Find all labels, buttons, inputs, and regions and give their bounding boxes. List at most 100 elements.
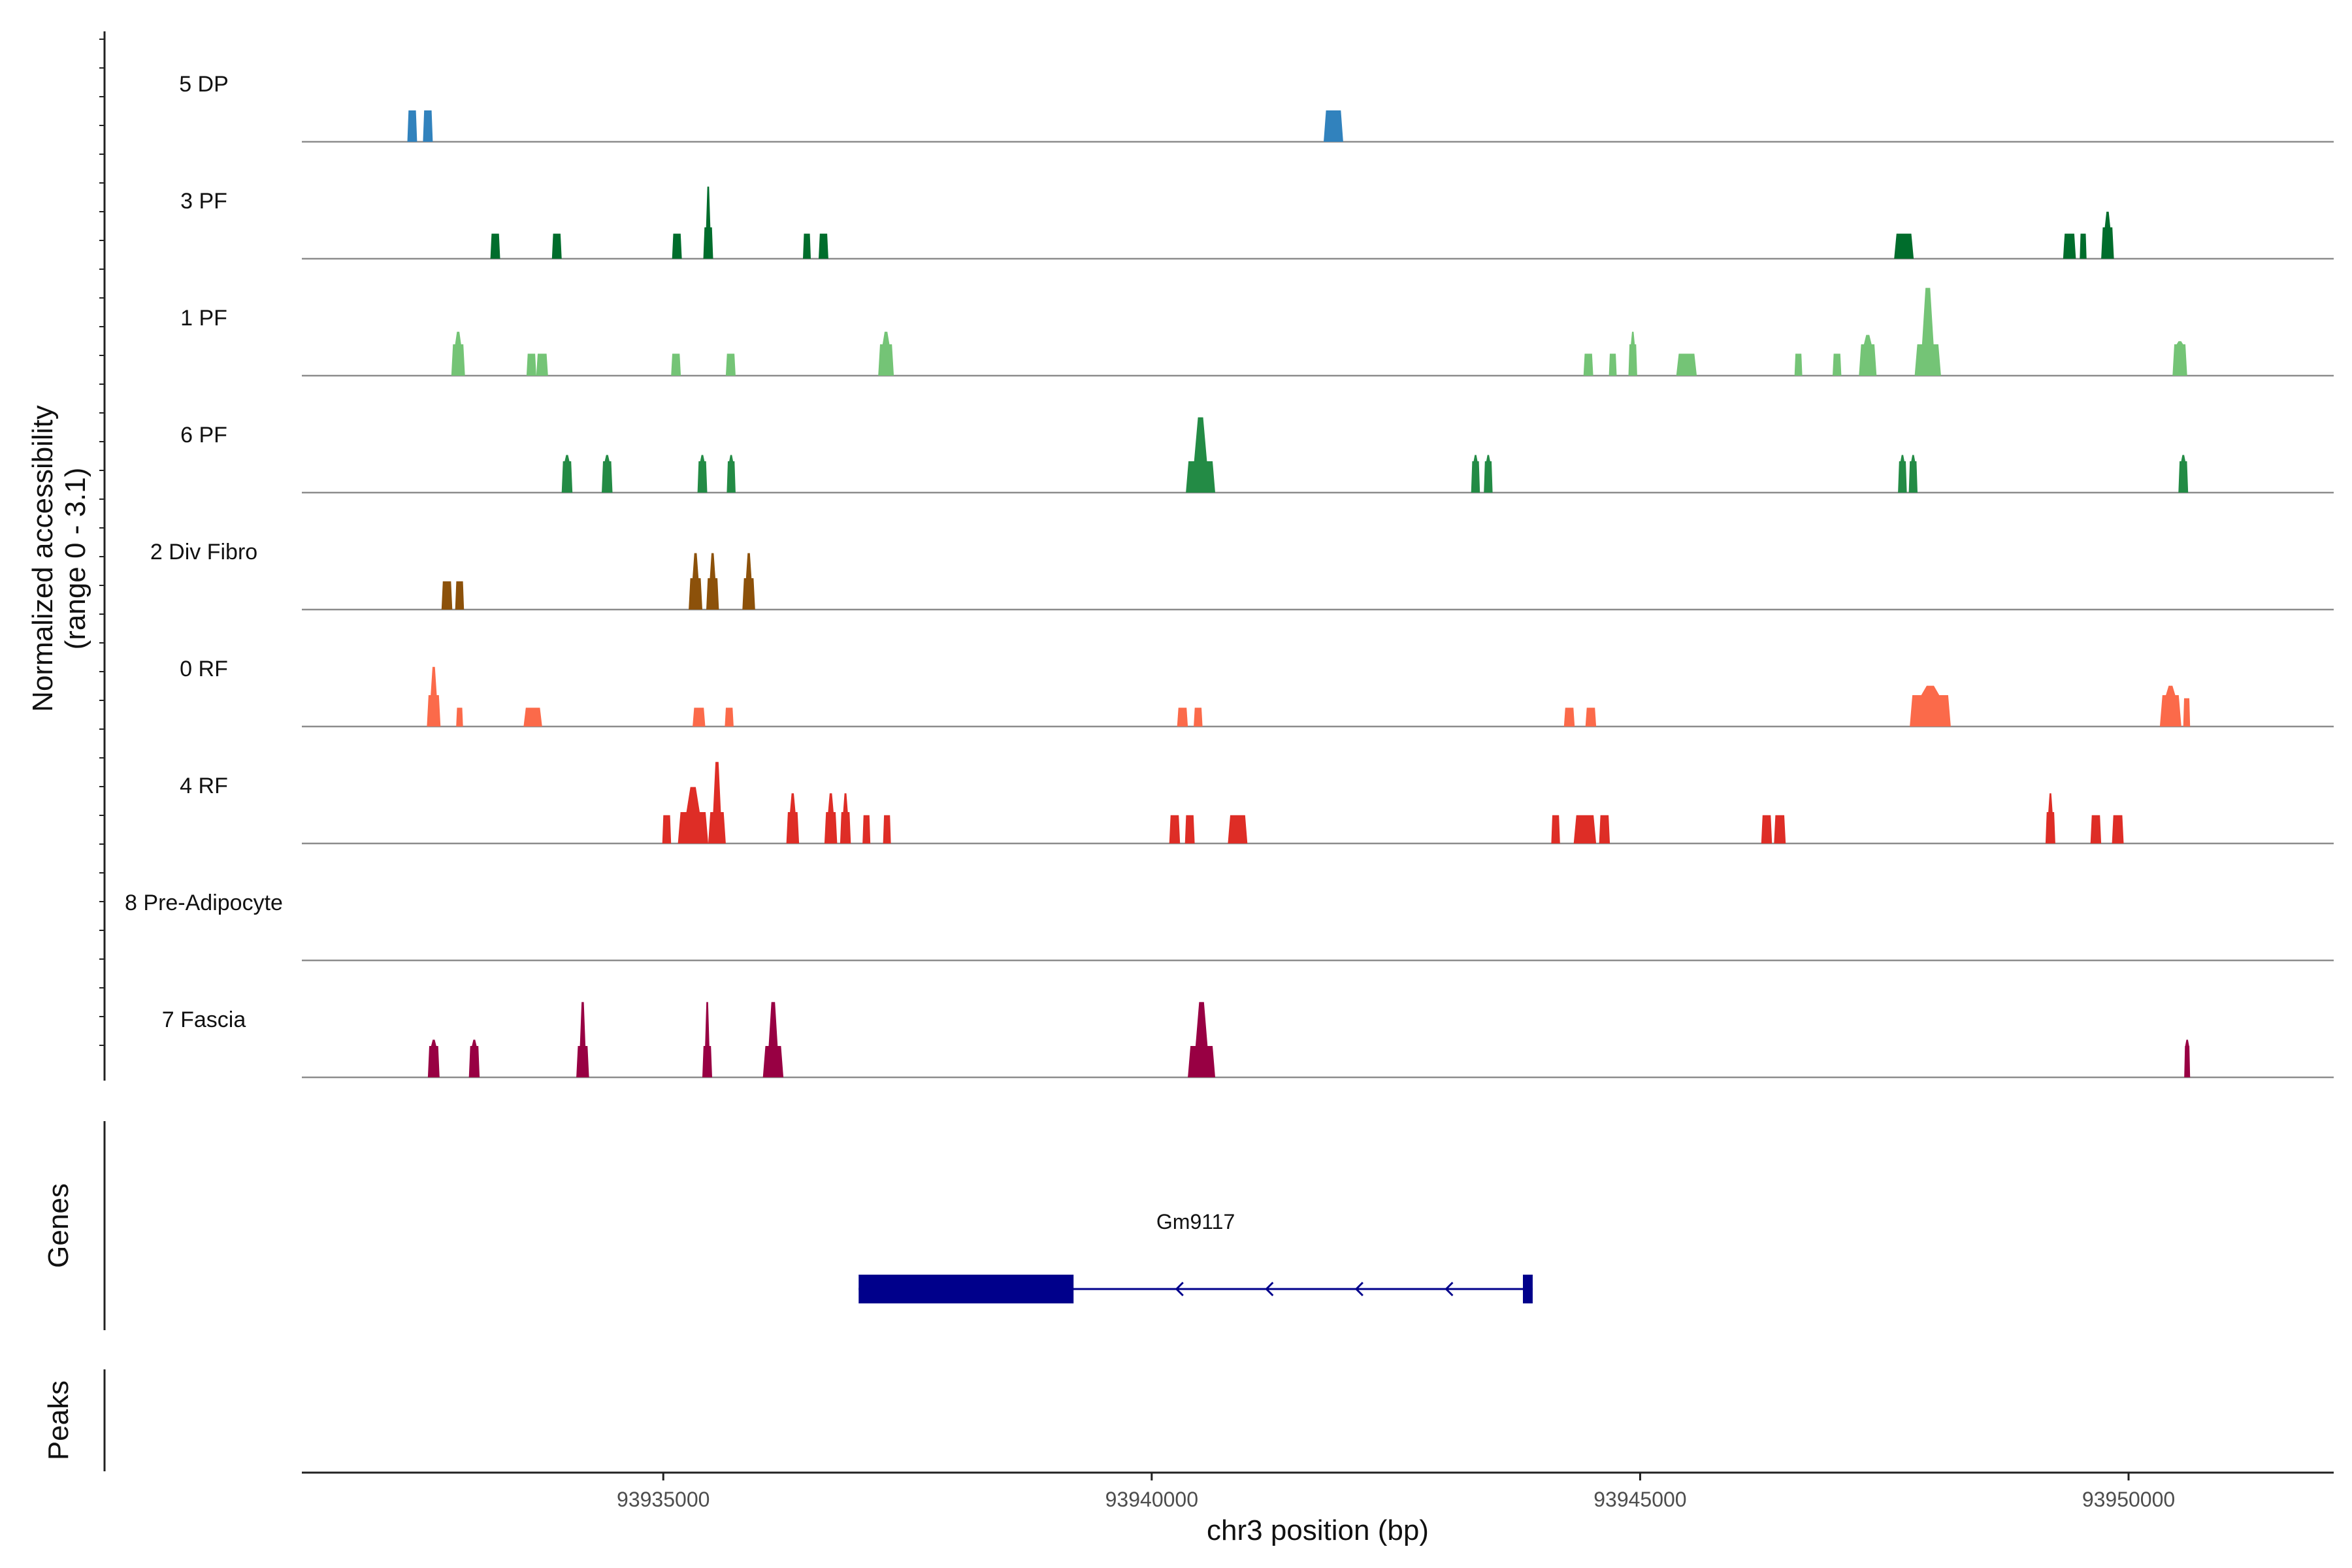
coverage-peak <box>2090 815 2102 843</box>
coverage-peak <box>1324 110 1343 142</box>
coverage-peak <box>883 815 891 843</box>
track-3-pf: 3 PF <box>180 186 2334 260</box>
coverage-peak <box>2184 1039 2191 1077</box>
coverage-peak <box>672 233 682 259</box>
track-5-dp: 5 DP <box>179 72 2334 143</box>
coverage-peak <box>1228 815 1248 843</box>
coverage-peak <box>1186 417 1215 493</box>
coverage-peak <box>523 708 542 727</box>
coverage-peak <box>1484 455 1493 493</box>
coverage-peak <box>423 110 433 142</box>
track-label: 4 RF <box>180 774 228 798</box>
coverage-peak <box>1177 708 1188 727</box>
coverage-peak <box>878 331 894 376</box>
coverage-peak <box>1859 335 1877 376</box>
coverage-peak <box>1833 353 1842 376</box>
coverage-peak <box>441 581 453 610</box>
coverage-peak <box>2112 815 2124 843</box>
coverage-peak <box>697 455 708 493</box>
gene-exon <box>858 1275 1074 1303</box>
coverage-peak <box>1914 287 1941 376</box>
coverage-tracks: 5 DP 3 PF 1 PF 6 PF 2 Div Fibro 0 RF 4 RF 8 Pre… <box>125 72 2334 1079</box>
coverage-peak <box>1898 455 1907 493</box>
x-tick-label: 93945000 <box>1593 1488 1686 1511</box>
coverage-peak <box>819 233 828 259</box>
coverage-peak <box>456 708 463 727</box>
gene-gm9117: Gm9117 <box>858 1210 1533 1303</box>
coverage-y-ticks <box>99 39 105 1046</box>
coverage-peak <box>840 793 851 843</box>
coverage-peak <box>1184 815 1195 843</box>
coverage-peak <box>561 455 573 493</box>
coverage-peak <box>742 553 755 610</box>
coverage-peak <box>762 1002 784 1077</box>
coverage-peak <box>602 455 613 493</box>
y-axis-title-line2: (range 0 - 3.1) <box>59 468 91 650</box>
coverage-peak <box>407 110 417 142</box>
coverage-peak <box>662 815 672 843</box>
x-tick-label: 93940000 <box>1105 1488 1198 1511</box>
y-axis-title-line1: Normalized accessibility <box>27 405 59 711</box>
track-6-pf: 6 PF <box>180 417 2334 494</box>
track-8-pre-adipocyte: 8 Pre-Adipocyte <box>125 890 2334 962</box>
gene-exon <box>1522 1275 1533 1303</box>
coverage-peak <box>451 331 465 376</box>
coverage-peak <box>1908 455 1918 493</box>
coverage-peak <box>1761 815 1772 843</box>
coverage-peak <box>703 186 713 259</box>
track-label: 2 Div Fibro <box>150 540 257 564</box>
coverage-peak <box>1794 353 1803 376</box>
track-label: 5 DP <box>179 72 229 97</box>
track-label: 7 Fascia <box>162 1007 246 1032</box>
peaks-panel-label: Peaks <box>42 1380 74 1460</box>
coverage-peak <box>1551 815 1560 843</box>
coverage-peak <box>671 353 681 376</box>
coverage-peak <box>1894 233 1914 259</box>
coverage-peak <box>1599 815 1610 843</box>
coverage-peak <box>2080 233 2087 259</box>
coverage-peak <box>1774 815 1786 843</box>
strand-arrow <box>1445 1281 1454 1297</box>
coverage-peak <box>2178 455 2189 493</box>
coverage-peak <box>468 1039 480 1077</box>
coverage-peak <box>455 581 465 610</box>
coverage-peak <box>1471 455 1480 493</box>
coverage-peak <box>1609 353 1617 376</box>
strand-arrow <box>1354 1281 1364 1297</box>
coverage-peak <box>1169 815 1181 843</box>
track-1-pf: 1 PF <box>180 287 2334 377</box>
coverage-peak <box>576 1002 589 1077</box>
coverage-peak <box>824 793 838 843</box>
coverage-peak <box>490 233 500 259</box>
x-tick-label: 93935000 <box>617 1488 710 1511</box>
coverage-peak <box>1910 685 1951 727</box>
track-label: 8 Pre-Adipocyte <box>125 890 283 915</box>
coverage-peak <box>1563 708 1575 727</box>
coverage-peak <box>693 708 706 727</box>
coverage-peak <box>536 353 548 376</box>
coverage-peak <box>803 233 811 259</box>
coverage-peak <box>1585 708 1597 727</box>
coverage-peak <box>2101 212 2114 259</box>
strand-arrow <box>1175 1281 1184 1297</box>
coverage-peak <box>1194 708 1203 727</box>
coverage-peak <box>427 1039 440 1077</box>
coverage-peak <box>1573 815 1597 843</box>
coverage-peak <box>706 553 719 610</box>
coverage-peak <box>708 762 726 843</box>
x-axis-title: chr3 position (bp) <box>1207 1514 1429 1546</box>
coverage-peak <box>725 353 736 376</box>
coverage-peak <box>678 787 708 843</box>
track-4-rf: 4 RF <box>180 762 2334 845</box>
gene-annotations: Gm9117 <box>858 1210 1533 1303</box>
x-axis-ticks: 93935000 93940000 93945000 93950000 <box>617 1473 2175 1511</box>
coverage-peak <box>2172 341 2187 376</box>
coverage-peak <box>1676 353 1697 376</box>
track-label: 0 RF <box>180 657 228 681</box>
coverage-peak <box>2045 793 2055 843</box>
coverage-peak <box>2063 233 2076 259</box>
coverage-peak <box>1583 353 1593 376</box>
coverage-peak <box>2183 698 2191 727</box>
coverage-peak <box>1628 331 1637 376</box>
track-2-div-fibro: 2 Div Fibro <box>150 540 2334 611</box>
